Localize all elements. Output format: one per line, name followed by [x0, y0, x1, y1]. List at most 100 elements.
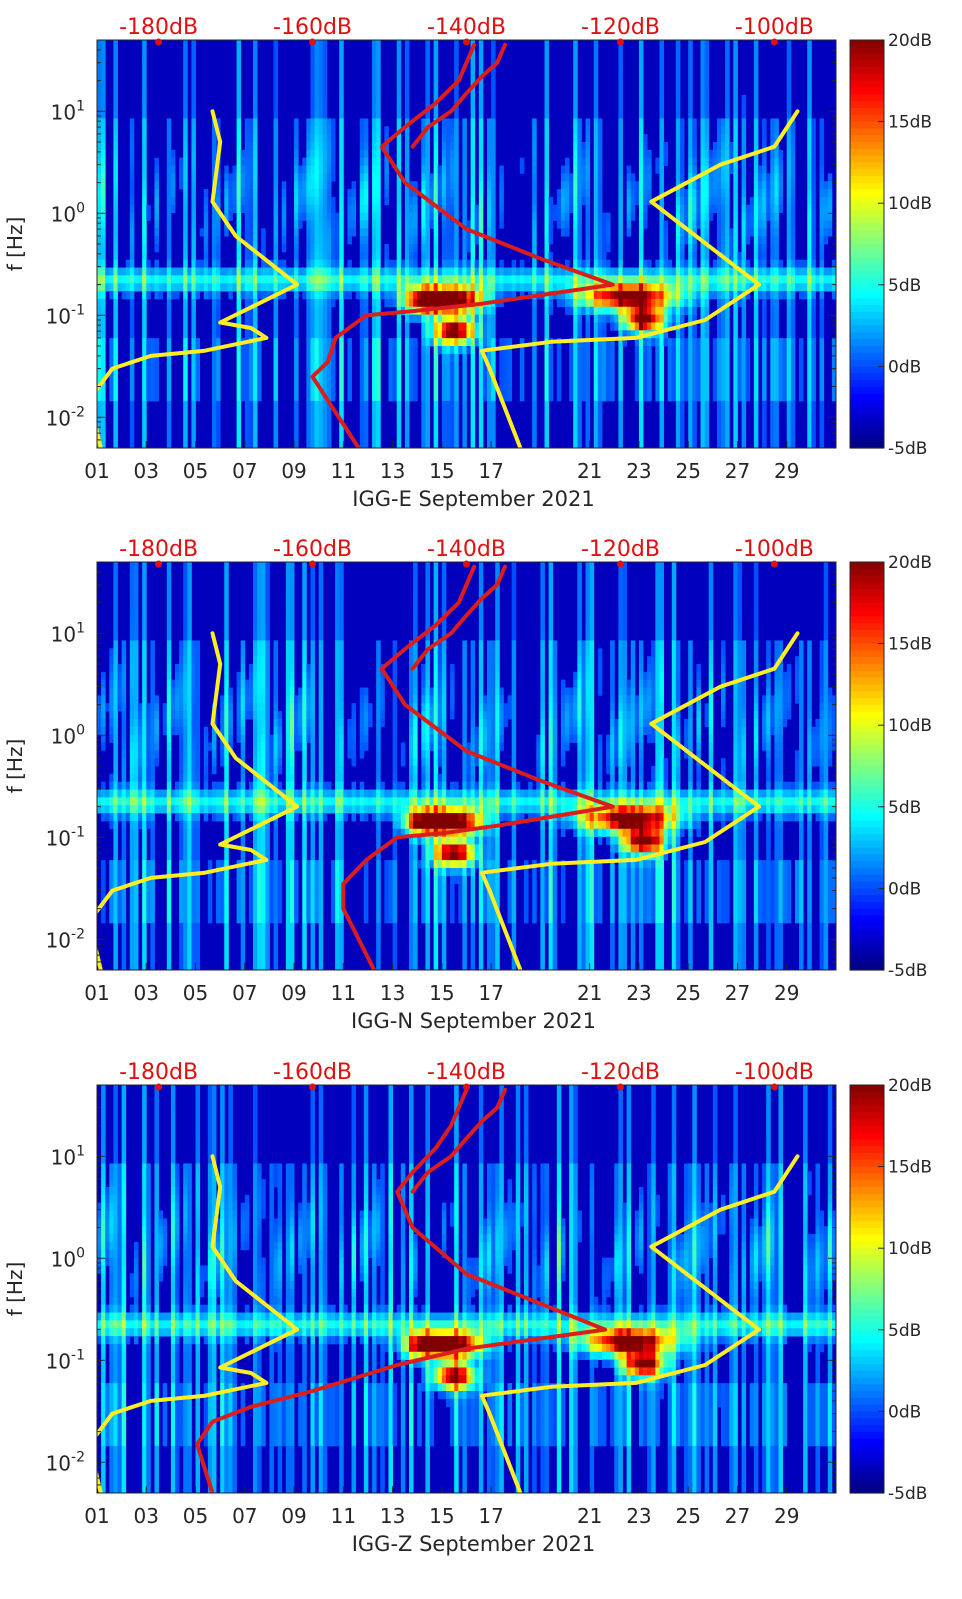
heatmap-cell	[807, 298, 812, 308]
heatmap-cell	[248, 361, 254, 370]
heatmap-cell	[548, 569, 554, 579]
heatmap-cell	[532, 440, 537, 448]
heatmap-cell	[207, 283, 213, 292]
heatmap-cell	[811, 251, 816, 261]
heatmap-cell	[454, 314, 459, 323]
heatmap-cell	[183, 330, 188, 339]
heatmap-cell	[819, 142, 825, 151]
heatmap-cell	[433, 330, 439, 339]
heatmap-cell	[454, 236, 459, 245]
heatmap-cell	[413, 385, 418, 394]
heatmap-cell	[770, 330, 775, 339]
heatmap-cell	[146, 275, 151, 284]
chart-panel: 01 03 05 07 09 11 13 15 17 21 23 25 27 2910-210-11001…	[3, 537, 932, 1033]
heatmap-cell	[638, 251, 644, 261]
heatmap-cell	[339, 40, 344, 49]
heatmap-cell	[725, 196, 730, 206]
heatmap-cell	[228, 189, 233, 198]
heatmap-cell	[441, 267, 447, 276]
heatmap-cell	[376, 259, 381, 268]
heatmap-cell	[667, 283, 673, 292]
heatmap-cell	[495, 569, 500, 579]
heatmap-cell	[688, 275, 693, 284]
heatmap-cell	[478, 361, 484, 370]
heatmap-cell	[597, 181, 603, 190]
heatmap-cell	[774, 408, 779, 418]
heatmap-cell	[597, 424, 603, 433]
heatmap-cell	[244, 314, 250, 323]
heatmap-cell	[470, 330, 476, 339]
heatmap-cell	[359, 228, 365, 237]
heatmap-cell	[101, 291, 106, 300]
heatmap-cell	[573, 291, 578, 300]
heatmap-cell	[593, 251, 599, 261]
heatmap-cell	[326, 432, 332, 441]
heatmap-cell	[786, 87, 792, 96]
heatmap-cell	[101, 87, 106, 96]
heatmap-cell	[651, 306, 656, 316]
heatmap-cell	[606, 259, 611, 268]
heatmap-cell	[597, 118, 603, 127]
heatmap-cell	[766, 173, 771, 182]
heatmap-cell	[659, 142, 664, 151]
heatmap-cell	[322, 102, 328, 112]
heatmap-cell	[753, 212, 759, 221]
heatmap-cell	[396, 291, 402, 300]
heatmap-cell	[97, 408, 102, 418]
heatmap-cell	[97, 416, 102, 425]
heatmap-cell	[606, 353, 611, 363]
heatmap-cell	[638, 330, 644, 339]
heatmap-cell	[421, 361, 426, 370]
heatmap-cell	[786, 369, 792, 378]
heatmap-cell	[778, 181, 784, 190]
heatmap-cell	[191, 134, 196, 143]
heatmap-cell	[487, 369, 492, 378]
heatmap-cell	[261, 283, 266, 292]
heatmap-cell	[425, 134, 430, 143]
heatmap-cell	[729, 283, 734, 292]
heatmap-cell	[721, 377, 726, 386]
heatmap-cell	[782, 385, 788, 394]
heatmap-cell	[597, 244, 603, 253]
heatmap-cell	[704, 275, 710, 284]
heatmap-cell	[786, 424, 792, 433]
heatmap-cell	[236, 432, 242, 441]
heatmap-cell	[725, 314, 730, 323]
heatmap-cell	[462, 424, 467, 433]
heatmap-cell	[593, 400, 599, 410]
heatmap-cell	[597, 432, 603, 441]
heatmap-cell	[462, 267, 467, 276]
heatmap-cell	[478, 338, 484, 347]
heatmap-cell	[404, 393, 410, 402]
heatmap-cell	[454, 63, 459, 72]
heatmap-cell	[774, 189, 779, 198]
heatmap-cell	[684, 369, 689, 378]
heatmap-cell	[569, 283, 574, 292]
heatmap-cell	[544, 298, 550, 308]
heatmap-cell	[458, 330, 463, 339]
heatmap-cell	[819, 353, 825, 363]
heatmap-cell	[462, 353, 467, 363]
heatmap-cell	[507, 377, 513, 386]
heatmap-cell	[248, 432, 254, 441]
heatmap-cell	[253, 346, 258, 355]
heatmap-cell	[577, 275, 582, 284]
heatmap-cell	[659, 236, 664, 245]
heatmap-cell	[712, 369, 718, 378]
heatmap-cell	[491, 94, 496, 104]
heatmap-cell	[675, 204, 681, 214]
heatmap-cell	[404, 267, 410, 276]
heatmap-cell	[211, 228, 217, 237]
heatmap-cell	[737, 346, 742, 355]
heatmap-cell	[573, 322, 578, 331]
heatmap-cell	[146, 259, 151, 268]
heatmap-cell	[244, 440, 250, 448]
heatmap-cell	[183, 369, 188, 378]
heatmap-cell	[441, 353, 447, 363]
heatmap-cell	[786, 314, 792, 323]
heatmap-cell	[675, 424, 681, 433]
heatmap-cell	[679, 369, 685, 378]
heatmap-cell	[499, 298, 504, 308]
heatmap-cell	[573, 416, 578, 425]
heatmap-cell	[339, 291, 344, 300]
